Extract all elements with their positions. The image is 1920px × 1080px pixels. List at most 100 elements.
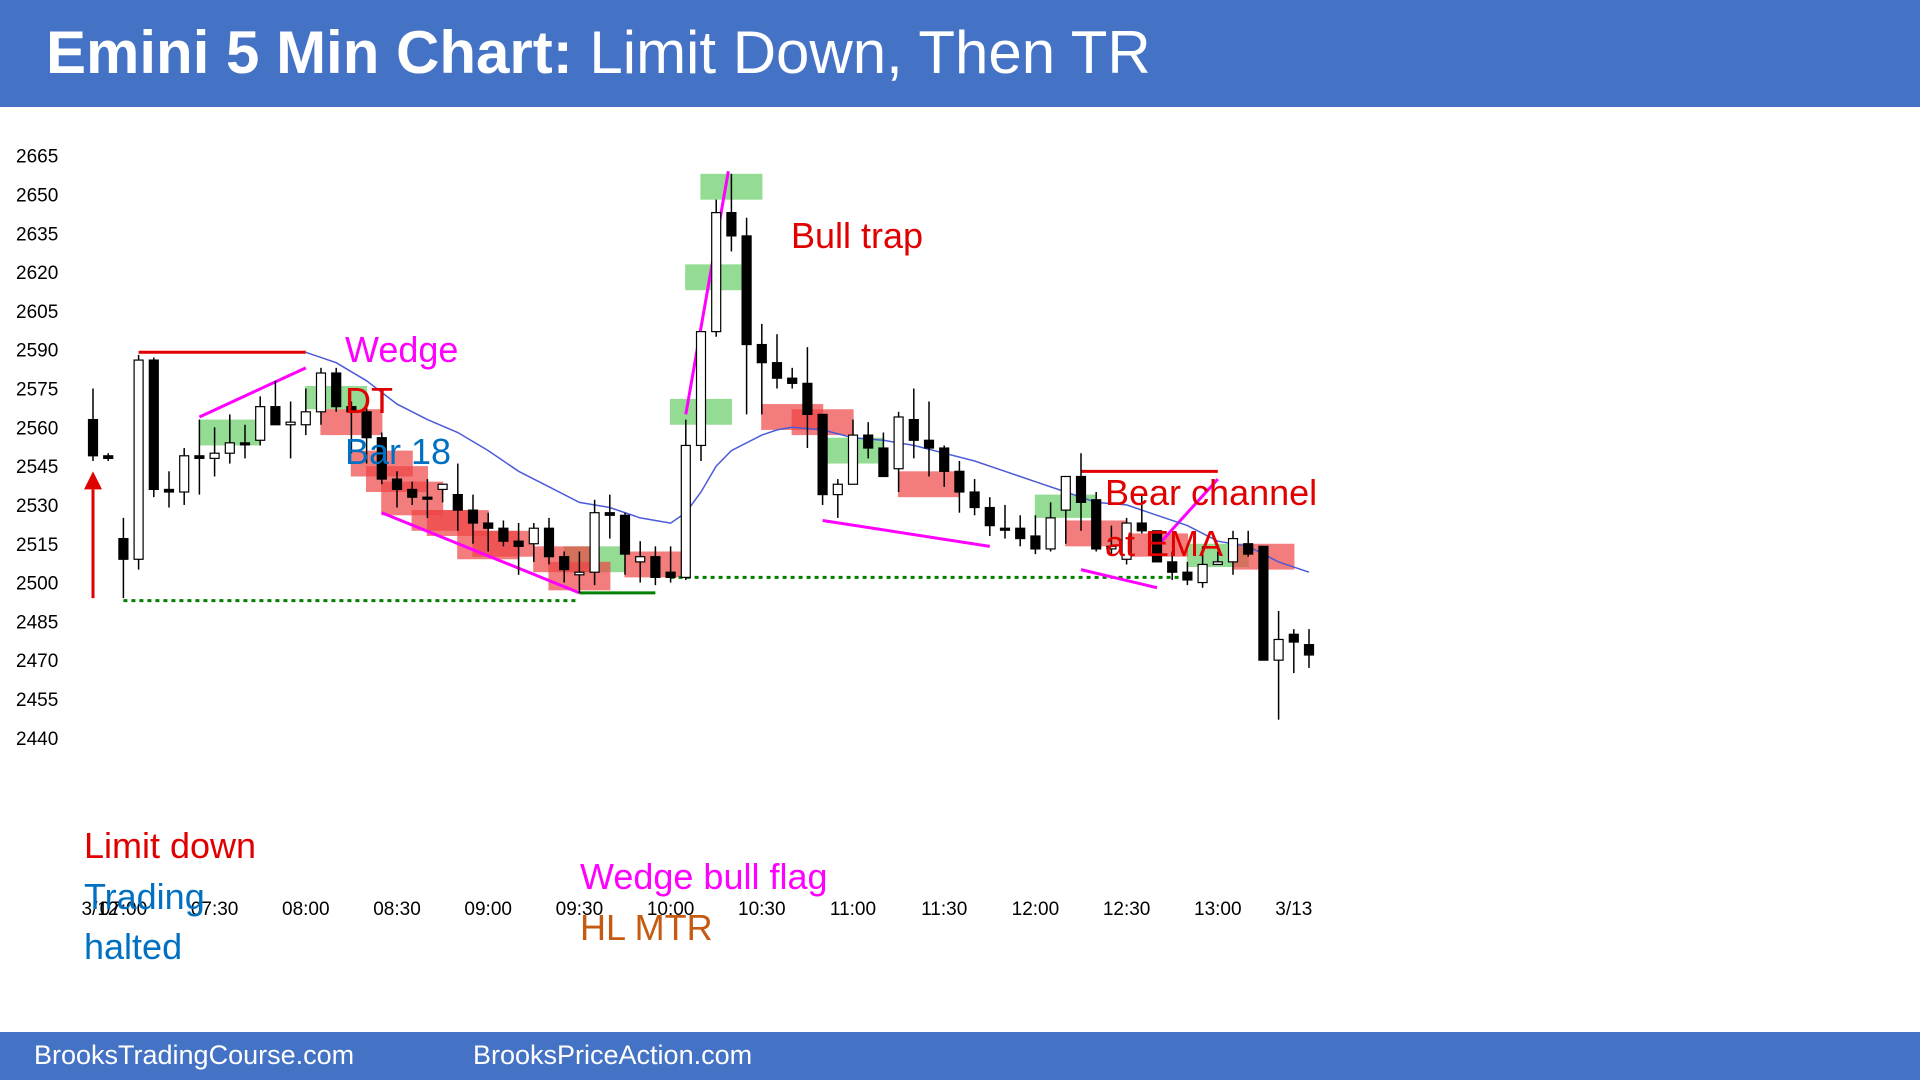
bear-candle <box>665 571 676 578</box>
bull-candle <box>1045 517 1056 550</box>
y-axis-ticks: 2665 2650 2635 2620 2605 2590 2575 2560 2545 2530… <box>16 147 58 750</box>
footer-link-brookspriceaction[interactable]: BrooksPriceAction.com <box>473 1040 753 1070</box>
annotation-limit-down: Limit down <box>84 825 256 866</box>
y-tick-label: 2440 <box>16 729 58 750</box>
x-tick-label: 3/13 <box>1275 899 1312 920</box>
bear-candle <box>1167 561 1178 573</box>
bull-candle <box>315 372 327 413</box>
bull-candle <box>711 212 722 333</box>
bear-candle <box>239 442 251 446</box>
bull-candle <box>1060 475 1071 511</box>
bull-candle <box>695 331 707 447</box>
y-tick-label: 2470 <box>16 651 58 672</box>
x-tick-label: 07:00 <box>100 899 148 920</box>
footer-bar: BrooksTradingCourse.com BrooksPriceActio… <box>0 1032 1920 1080</box>
bear-candle <box>939 447 950 472</box>
y-tick-label: 2665 <box>16 147 58 168</box>
x-tick-label: 12:00 <box>1012 899 1060 920</box>
x-tick-label: 11:00 <box>830 899 876 920</box>
bear-candle <box>422 496 433 500</box>
title-bold: Emini 5 Min Chart: <box>46 19 573 86</box>
trend-lines <box>84 170 1219 603</box>
x-tick-label: 13:00 <box>1194 899 1242 920</box>
bull-candle <box>635 556 646 563</box>
bear-candle <box>954 470 965 493</box>
bull-candle <box>1273 638 1284 661</box>
bear-candle <box>1303 644 1315 656</box>
bear-candle <box>270 406 281 426</box>
bear-candle <box>346 406 357 413</box>
bear-candle <box>331 372 342 408</box>
bull-candle <box>1106 545 1117 550</box>
bear-candle <box>483 522 494 529</box>
bear-candle <box>361 411 372 439</box>
bull-candle <box>1212 561 1223 566</box>
y-tick-label: 2650 <box>16 186 58 207</box>
bear-candle <box>559 556 570 571</box>
bear-candle <box>1030 535 1041 550</box>
bear-candle <box>908 418 919 441</box>
bear-candle <box>1075 475 1087 503</box>
bear-candle <box>391 478 403 491</box>
bull-candle <box>1197 563 1208 584</box>
bear-candle <box>771 362 783 379</box>
x-tick-label: 11:30 <box>921 899 967 920</box>
x-tick-label: 09:00 <box>464 899 512 920</box>
annotation-bear-channel: Bear channel <box>1105 472 1317 513</box>
annotation-bar18: Bar 18 <box>345 431 451 472</box>
bear-candle <box>498 527 509 542</box>
y-tick-label: 2485 <box>16 612 58 633</box>
bear-candle <box>1015 527 1026 540</box>
bear-candle <box>376 437 387 480</box>
annotation-dt: DT <box>345 380 393 421</box>
bull-candle <box>300 411 311 426</box>
bear-candle <box>923 439 935 449</box>
x-tick-label: 3/12 <box>82 899 119 920</box>
bear-candle <box>817 413 828 496</box>
ema-line <box>305 351 1310 573</box>
y-tick-label: 2590 <box>16 341 58 362</box>
bull-candle <box>589 512 600 573</box>
annotation-bull-trap: Bull trap <box>791 215 923 256</box>
bull-candle <box>133 359 144 560</box>
bear-candle <box>194 455 205 459</box>
ema-polyline <box>305 351 1310 573</box>
bear-candle <box>726 212 737 237</box>
title-bar: Emini 5 Min Chart: Limit Down, Then TR <box>0 0 1920 107</box>
bear-candle <box>878 447 889 478</box>
bear-candle <box>756 343 767 364</box>
wedge-line-3 <box>1155 478 1219 548</box>
bull-candle <box>224 442 235 454</box>
bull-candle <box>893 416 904 470</box>
bear-candle <box>863 434 874 449</box>
bear-candle <box>604 512 615 516</box>
bull-candle <box>847 434 859 485</box>
annotation-trading: Trading <box>84 876 205 917</box>
bear-candle <box>1243 543 1254 555</box>
candles <box>87 173 1315 720</box>
bull-candle <box>1227 537 1239 563</box>
bear-candle <box>1258 545 1269 661</box>
bear-candle <box>467 509 479 524</box>
annotations: Bull trap Wedge DT Bar 18 Bear channel at EMA… <box>84 215 1317 967</box>
bear-candle <box>148 359 159 491</box>
bear-candle <box>969 491 980 509</box>
footer-link-brookstradingcourse[interactable]: BrooksTradingCourse.com <box>34 1040 355 1070</box>
bear-channel-line <box>822 518 991 548</box>
bear-candle <box>650 556 661 578</box>
wedge-bull-flag-line <box>381 511 580 595</box>
y-tick-label: 2560 <box>16 418 58 439</box>
bear-candle <box>452 493 463 511</box>
bear-candle <box>1151 530 1163 563</box>
bull-candle <box>680 444 691 578</box>
x-tick-label: 10:00 <box>647 899 695 920</box>
x-tick-label: 09:30 <box>556 899 604 920</box>
bear-candle <box>1288 633 1299 643</box>
bear-candle <box>741 235 752 346</box>
bull-candle <box>209 452 220 459</box>
bear-candle <box>1182 571 1193 581</box>
annotation-wedge: Wedge <box>345 329 458 370</box>
bear-candle <box>513 540 524 547</box>
bear-candle <box>787 377 798 384</box>
